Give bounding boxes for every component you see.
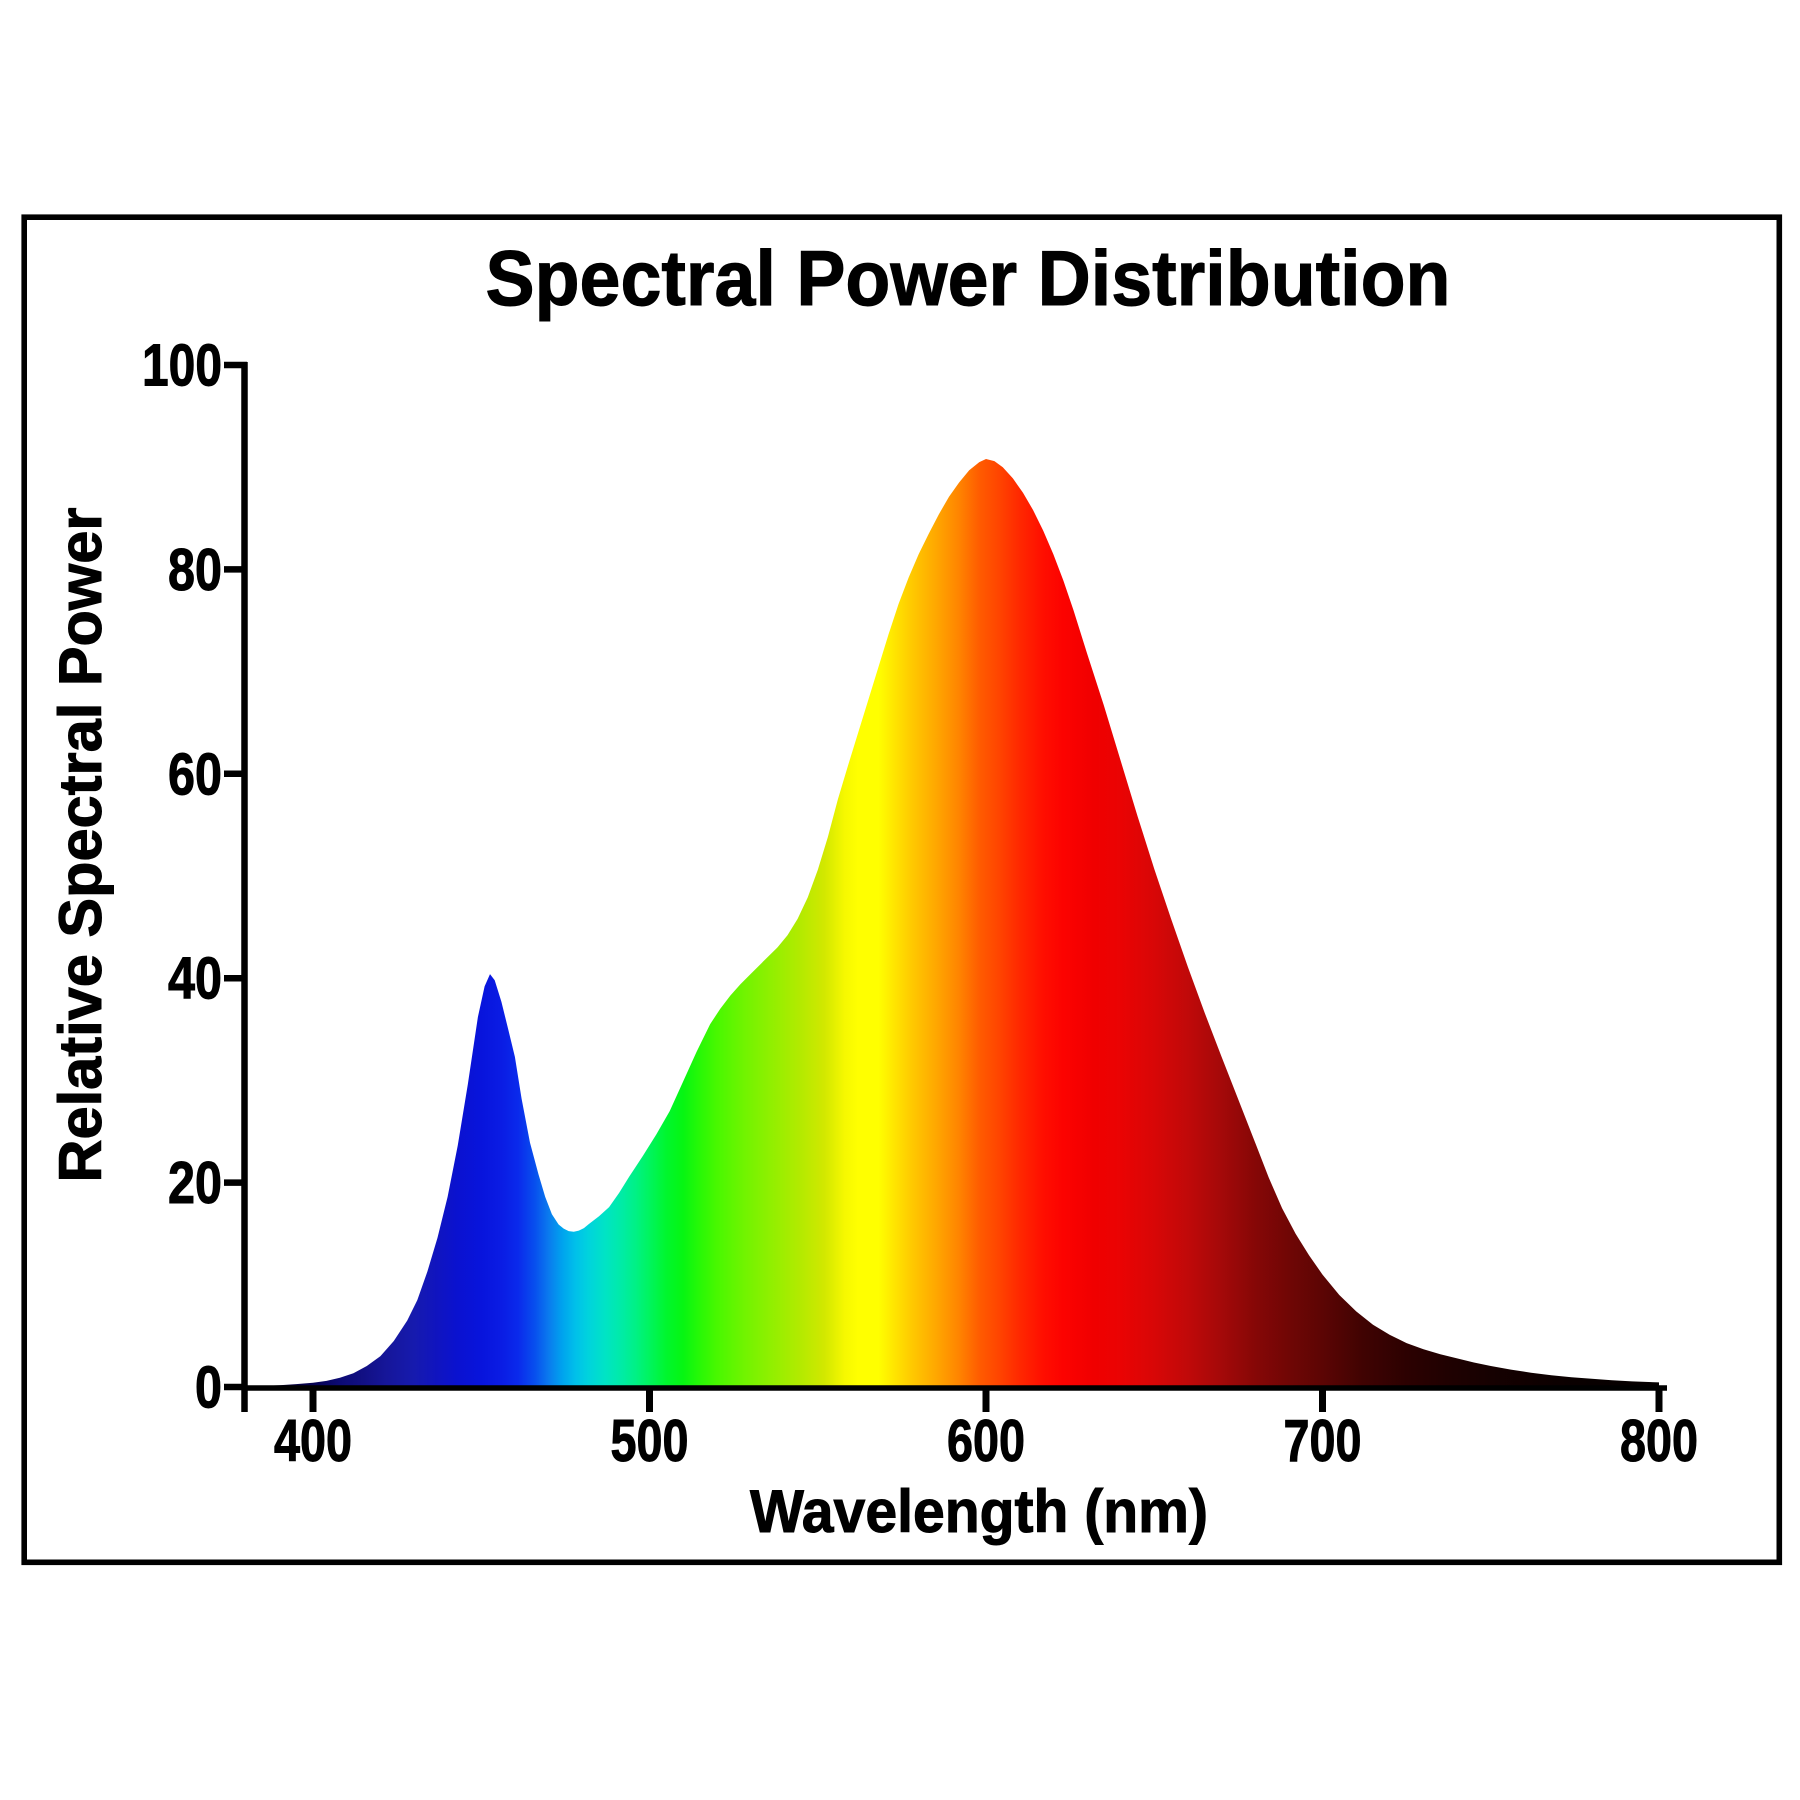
svg-text:400: 400 <box>274 1408 352 1474</box>
svg-text:80: 80 <box>168 537 222 603</box>
svg-text:Relative Spectral Power: Relative Spectral Power <box>47 508 114 1183</box>
svg-text:40: 40 <box>168 946 222 1012</box>
svg-text:20: 20 <box>168 1150 222 1216</box>
svg-text:500: 500 <box>611 1408 689 1474</box>
svg-text:0: 0 <box>195 1355 222 1421</box>
svg-text:600: 600 <box>947 1408 1025 1474</box>
svg-text:Spectral Power Distribution: Spectral Power Distribution <box>486 234 1451 322</box>
svg-text:100: 100 <box>142 333 222 399</box>
svg-text:700: 700 <box>1284 1408 1362 1474</box>
svg-text:800: 800 <box>1620 1408 1698 1474</box>
svg-text:Wavelength (nm): Wavelength (nm) <box>750 1478 1208 1545</box>
svg-text:60: 60 <box>168 741 222 807</box>
